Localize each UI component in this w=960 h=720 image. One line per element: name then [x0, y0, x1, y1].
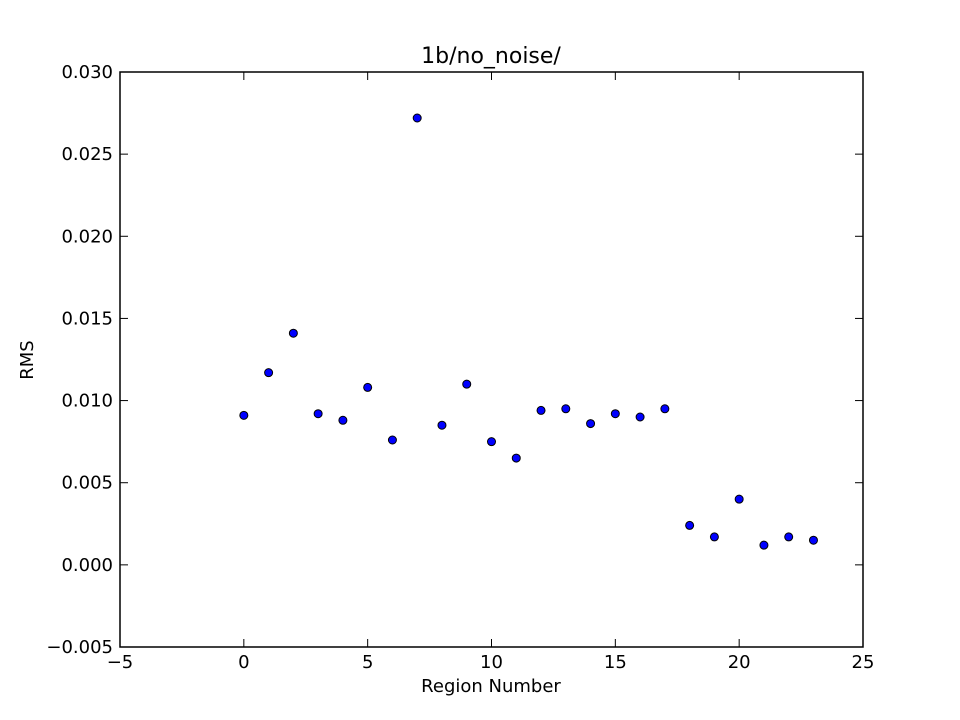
data-point — [586, 419, 596, 429]
data-point — [610, 409, 620, 419]
data-point — [808, 535, 818, 545]
plot-frame — [119, 71, 864, 648]
x-tick-label: 0 — [238, 652, 249, 673]
chart-title: 1b/no_noise/ — [421, 44, 561, 69]
y-tick-label: 0.005 — [61, 473, 113, 494]
data-point — [487, 437, 496, 447]
x-tick-label: 15 — [604, 652, 627, 673]
data-point — [387, 435, 397, 445]
y-tick-label: 0.025 — [61, 144, 113, 165]
y-tick-label: 0.020 — [61, 226, 113, 247]
data-point — [784, 532, 794, 542]
x-tick-label: 25 — [852, 652, 875, 673]
data-point — [288, 328, 298, 338]
data-point — [313, 409, 323, 419]
y-axis-ticks: −0.005 0.000 0.005 0.010 0.015 0.020 0.025 0.03… — [46, 62, 863, 658]
data-point — [536, 405, 546, 415]
data-point — [264, 368, 274, 378]
x-axis-ticks: −5 0 5 10 15 20 25 — [107, 72, 875, 673]
y-tick-label: 0.015 — [61, 308, 113, 329]
data-point — [734, 494, 744, 504]
x-tick-label: 5 — [362, 652, 373, 673]
x-tick-label: −5 — [107, 652, 134, 673]
data-points — [239, 113, 818, 550]
data-point — [363, 382, 373, 392]
data-point — [660, 404, 670, 414]
data-point — [709, 532, 719, 542]
y-axis-label: RMS — [17, 340, 38, 379]
y-tick-label: 0.010 — [61, 391, 113, 412]
data-point — [635, 412, 645, 422]
x-tick-label: 20 — [728, 652, 751, 673]
data-point — [437, 420, 447, 430]
data-point — [561, 404, 571, 414]
data-point — [338, 415, 348, 425]
y-tick-label: 0.030 — [61, 62, 113, 83]
data-point — [759, 540, 769, 550]
data-point — [511, 453, 521, 463]
plot-area: −5 0 5 10 15 20 25 −0.005 0.000 0.005 0.010 0.015 0… — [46, 62, 874, 673]
y-tick-label: −0.005 — [46, 637, 113, 658]
x-axis-label: Region Number — [421, 676, 561, 697]
data-point — [462, 379, 472, 389]
y-tick-label: 0.000 — [61, 555, 113, 576]
x-tick-label: 10 — [480, 652, 503, 673]
data-point — [412, 113, 422, 123]
data-point — [685, 520, 695, 530]
data-point — [239, 410, 249, 420]
